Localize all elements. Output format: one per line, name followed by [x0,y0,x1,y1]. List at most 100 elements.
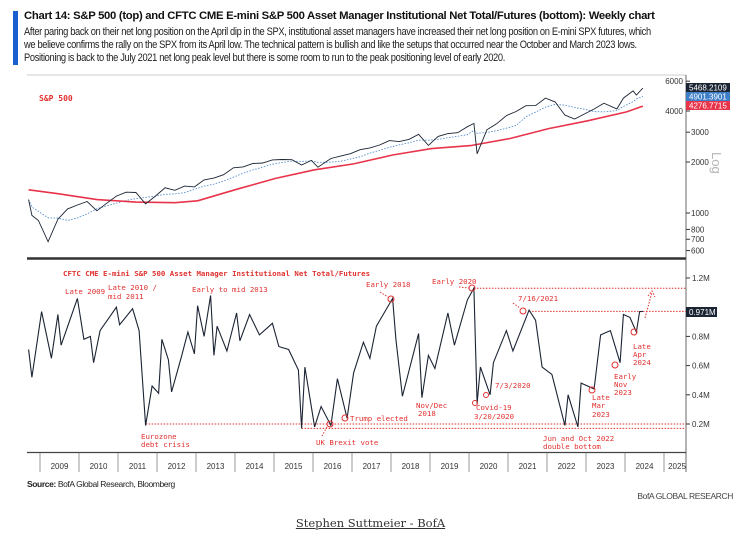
marker-nov-2023 [611,361,619,369]
annotation-jul-2021: 7/16/2021 [518,294,558,303]
annotation-double-bottom: double bottom [543,442,601,451]
signature-text: Stephen Suttmeier - BofA [295,516,446,530]
x-axis: 2009 2010 2011 2012 2013 2014 2015 2016 2017 2018… [39,452,686,472]
annotation-mar-2023: 2023 [592,410,610,419]
x-tick-label: 2017 [363,462,381,471]
source-note: Source: BofA Global Research, Bloomberg [27,479,175,489]
blue-ma-last-value: 4901.3901 [689,93,727,102]
x-tick-label: 2012 [168,462,186,471]
last-value-tags: 5468.2109 4901.3901 4276.7715 0.971M [686,83,730,317]
annotation-apr-2024: 2024 [633,358,651,367]
blue-ma-line [28,95,644,221]
red-ma-line [28,105,644,204]
annotation-nov-2023: Nov [614,380,628,389]
annotation-late-2010: Late 2010 / [108,283,157,292]
x-tick-label: 2023 [597,462,615,471]
chart-description: After paring back on their net long posi… [24,26,728,66]
description-line: After paring back on their net long posi… [24,26,651,38]
x-tick-label: 2011 [129,462,147,471]
x-tick-label: 2013 [207,462,225,471]
y-tick-label: 700 [691,235,705,244]
y-tick-label: 600 [691,247,705,256]
source-label: Source: [27,479,56,489]
y-tick-label: 6000 [665,77,683,86]
annotation-eurozone: debt crisis [141,440,190,449]
top-panel-title: S&P 500 [39,94,73,103]
annotation-mar-2023: Mar [592,401,606,410]
price-last-value: 5468.2109 [689,84,727,93]
bottom-panel-title: CFTC CME E-mini S&P 500 Asset Manager In… [63,269,370,278]
x-tick-label: 2022 [558,462,576,471]
positioning-last-value: 0.971M [689,308,716,317]
accent-bar [13,11,18,65]
annotation-nov-2018: 2018 [418,409,436,418]
marker-jul-2021 [519,307,527,315]
y-tick-label: 4000 [665,107,683,116]
y-tick-label: 1.2M [692,274,710,283]
signature: Stephen Suttmeier - BofA [0,516,741,530]
red-ma-last-value: 4276.7715 [689,102,727,111]
annotation-covid: Covid-19 [476,403,512,412]
log-scale-label: Log [709,152,724,174]
annotation-leaders [321,286,656,437]
annotation-early-2018: Early 2018 [366,280,411,289]
positioning-tag [686,307,717,317]
annotation-apr-2024: Apr [633,350,647,359]
x-tick-label: 2010 [90,462,108,471]
marker-early-2018 [387,295,395,303]
annotation-mid-2013: Early to mid 2013 [192,285,268,294]
x-tick-label: 2021 [519,462,537,471]
annotation-trump: Trump elected [350,414,408,423]
annotation-early-2020: Early 2020 [432,277,477,286]
annotation-brexit: UK Brexit vote [316,438,379,447]
y-tick-label: 800 [691,225,705,234]
x-tick-label: 2020 [480,462,498,471]
top-series [28,87,644,243]
marker-apr-2024 [630,328,638,336]
x-tick-label: 2016 [324,462,342,471]
annotation-nov-2023: 2023 [614,388,632,397]
y-tick-label: 3000 [691,128,709,137]
description-line: we believe confirms the rally on the SPX… [24,39,637,52]
source-text: BofA Global Research, Bloomberg [55,479,175,489]
annotation-mar-2023: Late [592,393,610,402]
annotation-nov-2023: Early [614,372,637,381]
annotation-eurozone: Eurozone [141,432,177,441]
annotation-jul-2020: 7/3/2020 [495,381,531,390]
annotation-covid: 3/20/2020 [474,412,514,421]
y-tick-label: 1000 [691,209,709,218]
annotation-double-bottom: Jun and Oct 2022 [543,434,614,443]
y-tick-label: 2000 [691,158,709,167]
blue-ma-tag [686,92,730,101]
x-tick-label: 2015 [285,462,303,471]
marker-brexit [326,420,334,428]
positioning-line [28,286,643,429]
marker-trump [341,414,349,422]
annotation-late-2010: mid 2011 [108,292,144,301]
y-tick-label: 0.4M [692,391,710,400]
price-tag [686,83,730,92]
sp500-price-line [28,87,644,243]
y-tick-label: 0.6M [692,362,710,371]
annotation-late-2009: Late 2009 [65,287,105,296]
y-tick-label: 0.8M [692,332,710,341]
red-ma-tag [686,101,730,110]
x-tick-label: 2025 [668,462,686,471]
annotations: CFTC CME E-mini S&P 500 Asset Manager In… [63,269,656,451]
annotation-markers [321,284,656,437]
x-tick-label: 2024 [636,462,654,471]
y-tick-label: 0.2M [692,420,710,429]
x-tick-label: 2014 [246,462,264,471]
bottom-series [28,286,643,429]
marker-jul-2020 [483,392,489,398]
x-tick-label: 2019 [441,462,459,471]
description-line: Positioning is back to the July 2021 net… [24,52,505,65]
brand-label: BofA GLOBAL RESEARCH [637,491,733,501]
marker-mar-2023 [588,386,596,394]
x-tick-label: 2018 [402,462,420,471]
annotation-apr-2024: Late [633,342,651,351]
reference-lines [145,287,686,429]
chart-title: Chart 14: S&P 500 (top) and CFTC CME E-m… [24,10,655,22]
